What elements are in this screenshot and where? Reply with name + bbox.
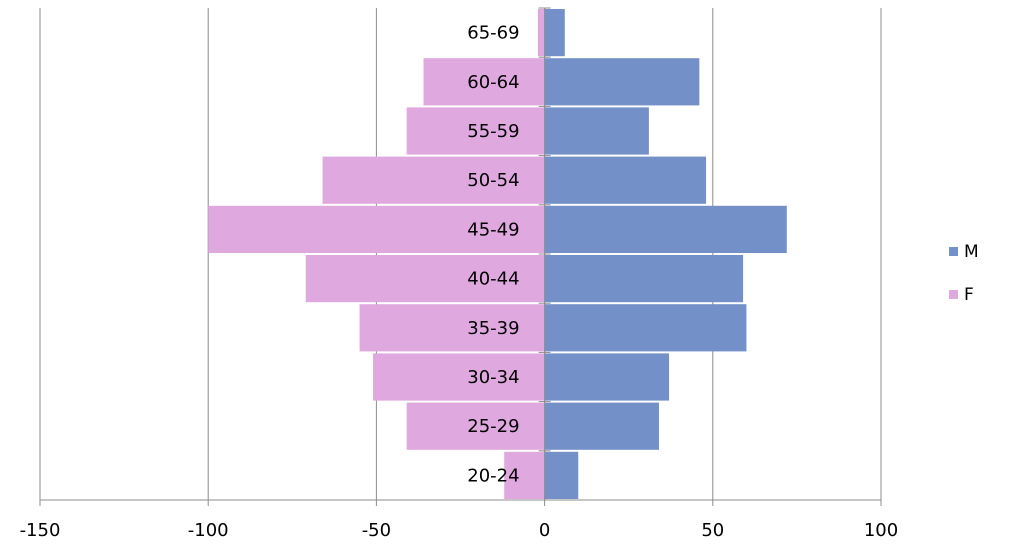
x-tick-label: 0 [539,520,550,541]
bar-m-40-44 [544,255,744,303]
bar-m-65-69 [544,9,565,57]
category-label: 50-54 [467,170,519,191]
category-label: 45-49 [467,219,519,240]
bar-m-60-64 [544,58,700,106]
x-axis: -150 -100 -50 0 50 100 [20,7,898,541]
category-labels: 20-24 25-29 30-34 35-39 40-44 45-49 50-54 55-59… [467,23,519,487]
bar-m-50-54 [544,156,707,204]
bars [208,9,787,499]
bar-f-65-69 [537,9,545,57]
category-label: 30-34 [467,367,519,388]
x-tick-label: -50 [362,520,391,541]
legend-label-m: M [964,242,979,262]
legend-swatch-m [949,247,958,256]
x-tick-label: -100 [188,520,229,541]
bar-m-35-39 [544,304,747,352]
category-label: 20-24 [467,465,519,486]
bar-m-20-24 [544,451,579,499]
bar-f-45-49 [208,205,545,253]
bar-f-60-64 [423,58,545,106]
bar-f-35-39 [359,304,545,352]
legend: MF [949,242,979,305]
category-label: 60-64 [467,72,519,93]
category-label: 55-59 [467,121,519,142]
bar-f-50-54 [322,156,545,204]
bar-f-20-24 [504,451,545,499]
category-label: 35-39 [467,318,519,339]
category-label: 25-29 [467,416,519,437]
category-label: 65-69 [467,23,519,44]
bar-m-45-49 [544,205,787,253]
bar-f-25-29 [406,402,545,450]
bar-f-30-34 [373,353,545,401]
legend-swatch-f [949,290,958,299]
bar-f-40-44 [305,255,545,303]
x-tick-label: 100 [864,520,898,541]
x-tick-label: 50 [701,520,724,541]
bar-m-25-29 [544,402,659,450]
bar-m-55-59 [544,107,649,155]
legend-label-f: F [964,285,974,305]
x-tick-label: -150 [20,520,61,541]
category-label: 40-44 [467,269,519,290]
bar-m-30-34 [544,353,670,401]
bar-f-55-59 [406,107,545,155]
